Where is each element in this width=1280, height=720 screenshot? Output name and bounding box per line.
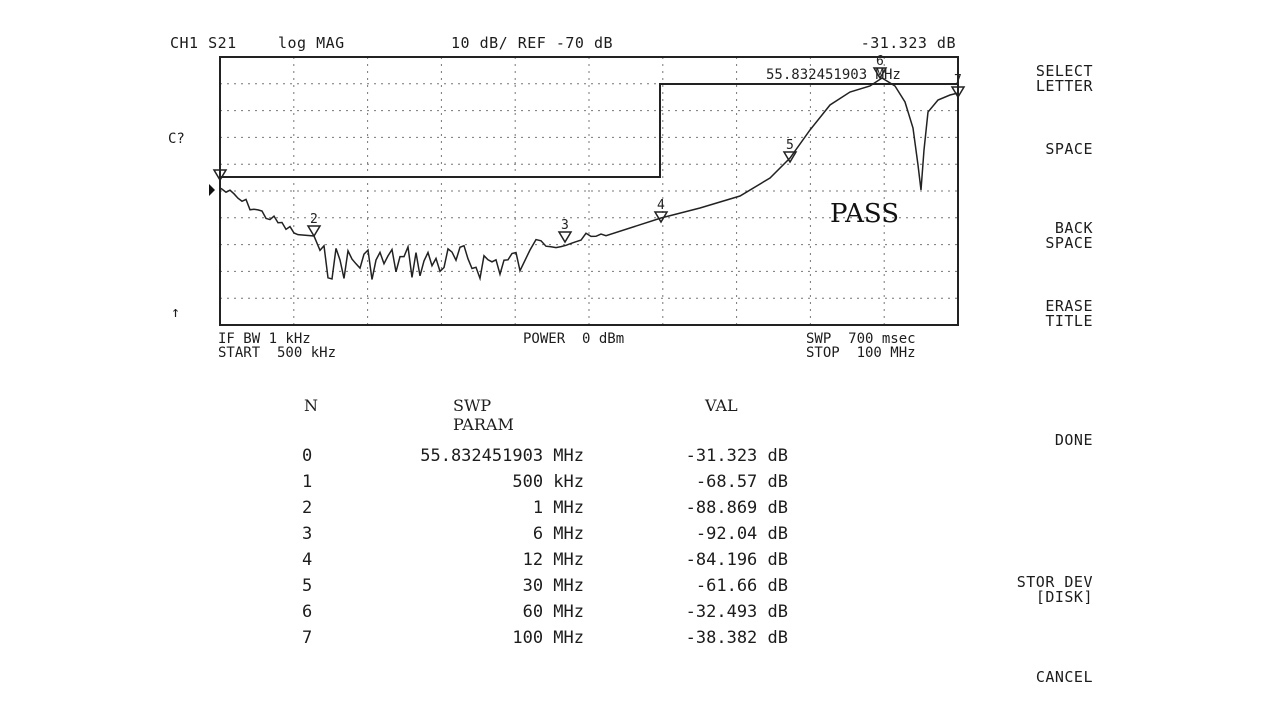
marker-triangle-icon bbox=[782, 151, 798, 164]
column-header-n: N bbox=[304, 396, 318, 415]
done-softkey[interactable]: DONE bbox=[1055, 433, 1093, 448]
channel-label: CH1 S21 bbox=[170, 34, 237, 52]
softkey-label: BACK bbox=[1054, 219, 1093, 237]
softkey-label: LETTER bbox=[1035, 77, 1093, 95]
marker-label: 2 bbox=[310, 212, 318, 227]
table-row: 6 60 MHz -32.493 dB bbox=[0, 602, 1280, 628]
plot-frame bbox=[219, 56, 959, 326]
row-index: 7 bbox=[302, 628, 313, 648]
table-row: 1 500 kHz -68.57 dB bbox=[0, 472, 1280, 498]
marker-label: 7 bbox=[954, 73, 962, 88]
marker-triangle-icon bbox=[653, 211, 669, 224]
marker-label: 3 bbox=[561, 218, 569, 233]
erase-title-softkey[interactable]: ERASE TITLE bbox=[1045, 299, 1093, 329]
marker-label: 5 bbox=[786, 138, 794, 153]
marker-value-readout: -31.323 dB bbox=[860, 34, 956, 52]
row-index: 3 bbox=[302, 524, 313, 544]
row-sweep-param: 100 MHz bbox=[512, 628, 584, 648]
softkey-label: [DISK] bbox=[1035, 588, 1093, 606]
trace-line bbox=[219, 77, 959, 282]
marker-label: 6 bbox=[876, 54, 884, 69]
column-header-value: VAL bbox=[705, 396, 738, 415]
row-value: -92.04 dB bbox=[695, 524, 788, 544]
table-row: 7 100 MHz -38.382 dB bbox=[0, 628, 1280, 654]
marker-frequency-readout: 55.832451903 MHz bbox=[766, 67, 901, 83]
marker-label: 4 bbox=[657, 198, 665, 213]
graticule bbox=[220, 57, 958, 325]
space-softkey[interactable]: SPACE bbox=[1045, 142, 1093, 157]
stop-frequency-label: STOP 100 MHz bbox=[806, 345, 916, 361]
table-row: 0 55.832451903 MHz -31.323 dB bbox=[0, 446, 1280, 472]
row-sweep-param: 6 MHz bbox=[532, 524, 584, 544]
channel-status-label: C? bbox=[168, 131, 185, 147]
row-value: -68.57 dB bbox=[695, 472, 788, 492]
row-sweep-param: 30 MHz bbox=[522, 576, 584, 596]
marker-triangle-icon bbox=[306, 225, 322, 238]
limit-line bbox=[220, 83, 958, 178]
row-value: -32.493 dB bbox=[685, 602, 788, 622]
marker-triangle-icon bbox=[950, 86, 966, 99]
softkey-label: DONE bbox=[1054, 431, 1093, 449]
row-value: -38.382 dB bbox=[685, 628, 788, 648]
row-sweep-param: 12 MHz bbox=[522, 550, 584, 570]
row-index: 0 bbox=[302, 446, 313, 466]
power-label: POWER 0 dBm bbox=[523, 331, 625, 347]
row-index: 5 bbox=[302, 576, 313, 596]
select-letter-softkey[interactable]: SELECT LETTER bbox=[1036, 64, 1093, 94]
row-index: 2 bbox=[302, 498, 313, 518]
store-device-disk-softkey[interactable]: STOR DEV [DISK] bbox=[1017, 575, 1093, 605]
row-sweep-param: 55.832451903 MHz bbox=[420, 446, 584, 466]
if-bandwidth-label: IF BW 1 kHz bbox=[218, 331, 311, 347]
row-value: -31.323 dB bbox=[685, 446, 788, 466]
table-row: 3 6 MHz -92.04 dB bbox=[0, 524, 1280, 550]
softkey-label: SPACE bbox=[1045, 234, 1093, 252]
row-index: 1 bbox=[302, 472, 313, 492]
row-index: 4 bbox=[302, 550, 313, 570]
row-sweep-param: 1 MHz bbox=[532, 498, 584, 518]
row-value: -84.196 dB bbox=[685, 550, 788, 570]
row-value: -88.869 dB bbox=[685, 498, 788, 518]
marker-triangle-icon bbox=[557, 231, 573, 244]
markers: 2 3 4 5 6 7 bbox=[212, 54, 966, 244]
softkey-label: STOR DEV bbox=[1016, 573, 1093, 591]
format-label: log MAG bbox=[278, 34, 345, 52]
up-arrow-icon: ↑ bbox=[171, 303, 181, 321]
row-value: -61.66 dB bbox=[695, 576, 788, 596]
scale-label: 10 dB/ REF -70 dB bbox=[451, 34, 614, 52]
softkey-label: SPACE bbox=[1045, 140, 1093, 158]
table-row: 4 12 MHz -84.196 dB bbox=[0, 550, 1280, 576]
row-sweep-param: 60 MHz bbox=[522, 602, 584, 622]
cancel-softkey[interactable]: CANCEL bbox=[1036, 670, 1093, 685]
softkey-label: TITLE bbox=[1045, 312, 1093, 330]
pass-indicator: PASS bbox=[830, 199, 899, 229]
softkey-label: ERASE bbox=[1045, 297, 1093, 315]
softkey-label: SELECT bbox=[1035, 62, 1093, 80]
start-frequency-label: START 500 kHz bbox=[218, 345, 337, 361]
row-index: 6 bbox=[302, 602, 313, 622]
table-row: 2 1 MHz -88.869 dB bbox=[0, 498, 1280, 524]
marker-triangle-icon bbox=[212, 169, 228, 182]
trace-display: 2 3 4 5 6 7 55.832451903 MHz PASS bbox=[209, 54, 966, 326]
reference-pointer-icon bbox=[209, 184, 215, 196]
back-space-softkey[interactable]: BACK SPACE bbox=[1045, 221, 1093, 251]
table-row: 5 30 MHz -61.66 dB bbox=[0, 576, 1280, 602]
row-sweep-param: 500 kHz bbox=[512, 472, 584, 492]
marker-triangle-icon bbox=[872, 67, 888, 80]
softkey-label: CANCEL bbox=[1035, 668, 1093, 686]
column-header-sweep-param: SWP PARAM bbox=[453, 396, 514, 434]
sweep-time-label: SWP 700 msec bbox=[806, 331, 916, 347]
